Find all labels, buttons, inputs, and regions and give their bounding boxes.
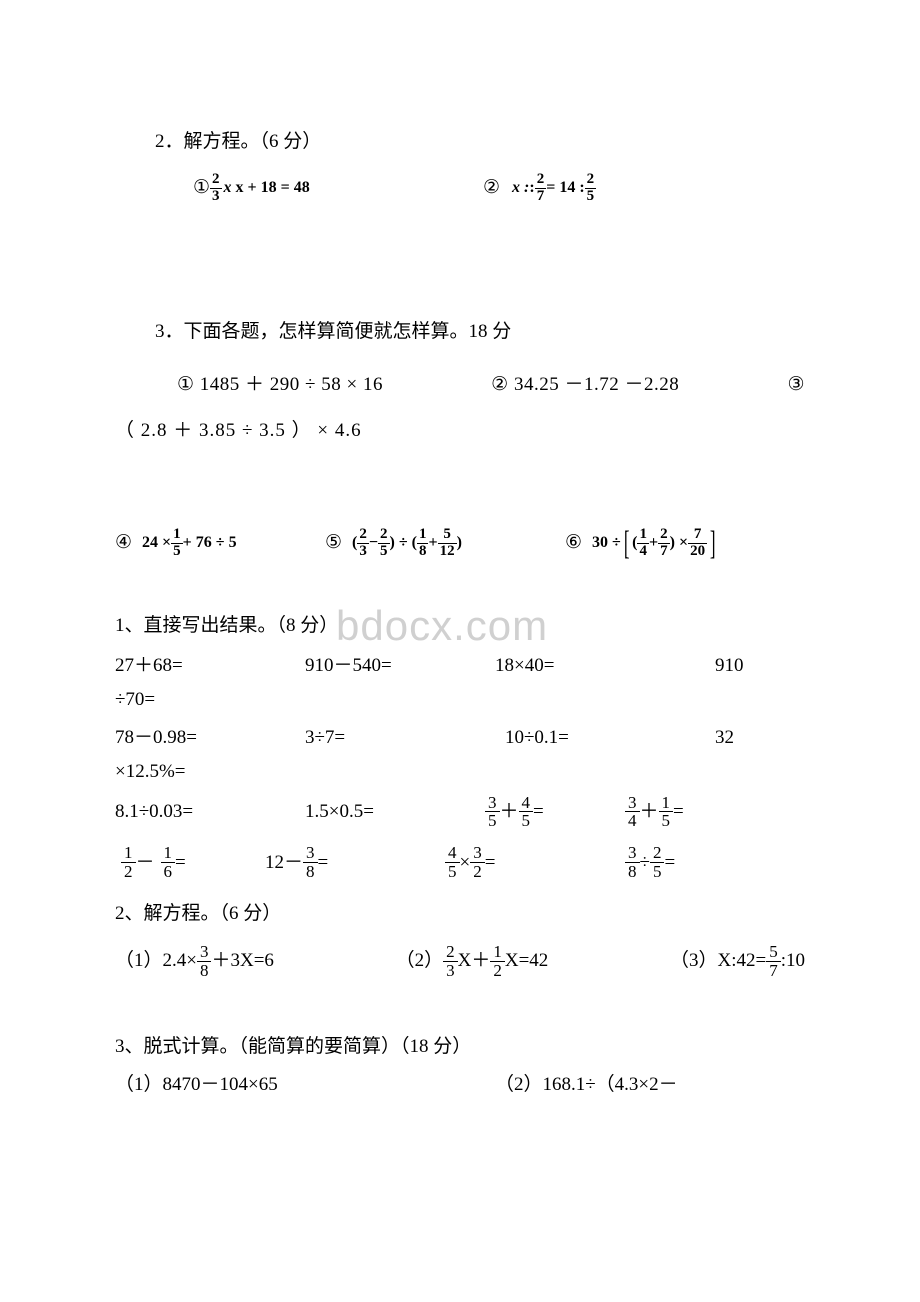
equation-a1: ① 23 x x + 18 = 48 — [193, 171, 483, 205]
equation-b3: （3）X:42= 57 :10 — [670, 943, 805, 980]
q3-row-1: ① 1485 ＋ 290 ÷ 58 × 16 ② 34.25 －1.72 －2.… — [177, 368, 805, 403]
equation-b2: （2） 23 X＋ 12 X=42 — [396, 943, 549, 980]
circle-1-icon: ① — [193, 171, 210, 205]
page-content: 2．解方程。（6 分） ① 23 x x + 18 = 48 ② x : : 2… — [0, 0, 920, 1142]
heading-calc-a3: 3．下面各题，怎样算简便就怎样算。18 分 — [155, 315, 805, 349]
circle-2-icon: ② — [483, 171, 500, 205]
q3-item-3-body: （ 2.8 ＋ 3.85 ÷ 3.5 ） × 4.6 — [115, 414, 805, 448]
direct-row2: 78－0.98= 3÷7= 10÷0.1= 32 — [115, 721, 805, 755]
q3-item-4: ④ 24 × 15 + 76 ÷ 5 — [115, 526, 325, 560]
heading-solve-equation-a: 2．解方程。（6 分） — [155, 125, 805, 159]
q3-item-5: ⑤ ( 23 − 25 ) ÷ ( 18 + 512 ) — [325, 526, 565, 560]
heading-detached-calc: 3、脱式计算。（能简算的要简算）（18 分） — [115, 1030, 805, 1064]
direct-row2b: ×12.5%= — [115, 755, 805, 789]
direct-row3: 8.1÷0.03= 1.5×0.5= 35 ＋ 45 = 34 ＋ 15 = — [115, 794, 805, 831]
calc-item-1: （1）8470－104×65 — [115, 1068, 495, 1102]
q3-item-6: ⑥ 30 ÷ [ ( 14 + 27 ) × 720 ] — [565, 526, 718, 560]
q3-item-1: ① 1485 ＋ 290 ÷ 58 × 16 — [177, 368, 383, 403]
detached-calc-row: （1）8470－104×65 （2）168.1÷（4.3×2－ — [115, 1068, 805, 1102]
q3-item-3-marker: ③ — [787, 368, 805, 403]
heading-direct-result: 1、直接写出结果。（8 分） — [115, 609, 805, 643]
q3-item-2: ② 34.25 －1.72 －2.28 — [491, 368, 679, 403]
equation-a2: ② x : : 27 = 14 : 25 — [483, 171, 596, 205]
direct-row4: 12 － 16 = 12－ 38 = 45 × 32 = 38 ÷ 25 — [115, 844, 805, 881]
calc-item-2: （2）168.1÷（4.3×2－ — [495, 1068, 678, 1102]
direct-row1: 27＋68= 910－540= 18×40= 910 — [115, 649, 805, 683]
q3-row-2: ④ 24 × 15 + 76 ÷ 5 ⑤ ( 23 − 25 ) ÷ ( 18 … — [115, 526, 805, 560]
direct-row1b: ÷70= — [115, 683, 805, 717]
equation-row-a: ① 23 x x + 18 = 48 ② x : : 27 = 14 : 25 — [193, 171, 805, 205]
heading-solve-equation-b: 2、解方程。（6 分） — [115, 897, 805, 931]
equation-b1: （1）2.4× 38 ＋3X=6 — [115, 943, 274, 980]
equation-row-b: （1）2.4× 38 ＋3X=6 （2） 23 X＋ 12 X=42 （3）X:… — [115, 943, 805, 980]
